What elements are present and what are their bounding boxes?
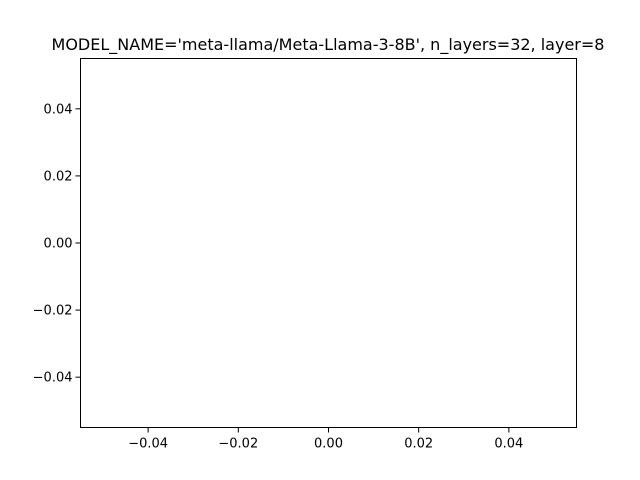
y-tick-label: 0.00: [44, 237, 73, 252]
y-axis-ticks: −0.04 −0.02 0.00 0.02 0.04: [33, 102, 81, 386]
x-tick-label: 0.02: [404, 437, 433, 452]
y-tick-label: −0.04: [33, 371, 73, 386]
y-tick-label: 0.02: [44, 169, 73, 184]
x-tick-label: −0.02: [218, 437, 258, 452]
chart-title: MODEL_NAME='meta-llama/Meta-Llama-3-8B',…: [52, 35, 605, 55]
y-tick-label: 0.04: [44, 102, 73, 117]
x-tick-label: −0.04: [128, 437, 168, 452]
x-tick-label: 0.04: [494, 437, 523, 452]
y-tick-label: −0.02: [33, 304, 73, 319]
x-tick-label: 0.00: [314, 437, 343, 452]
plot-area-frame: [80, 58, 577, 428]
x-axis-ticks: −0.04 −0.02 0.00 0.02 0.04: [128, 427, 523, 452]
